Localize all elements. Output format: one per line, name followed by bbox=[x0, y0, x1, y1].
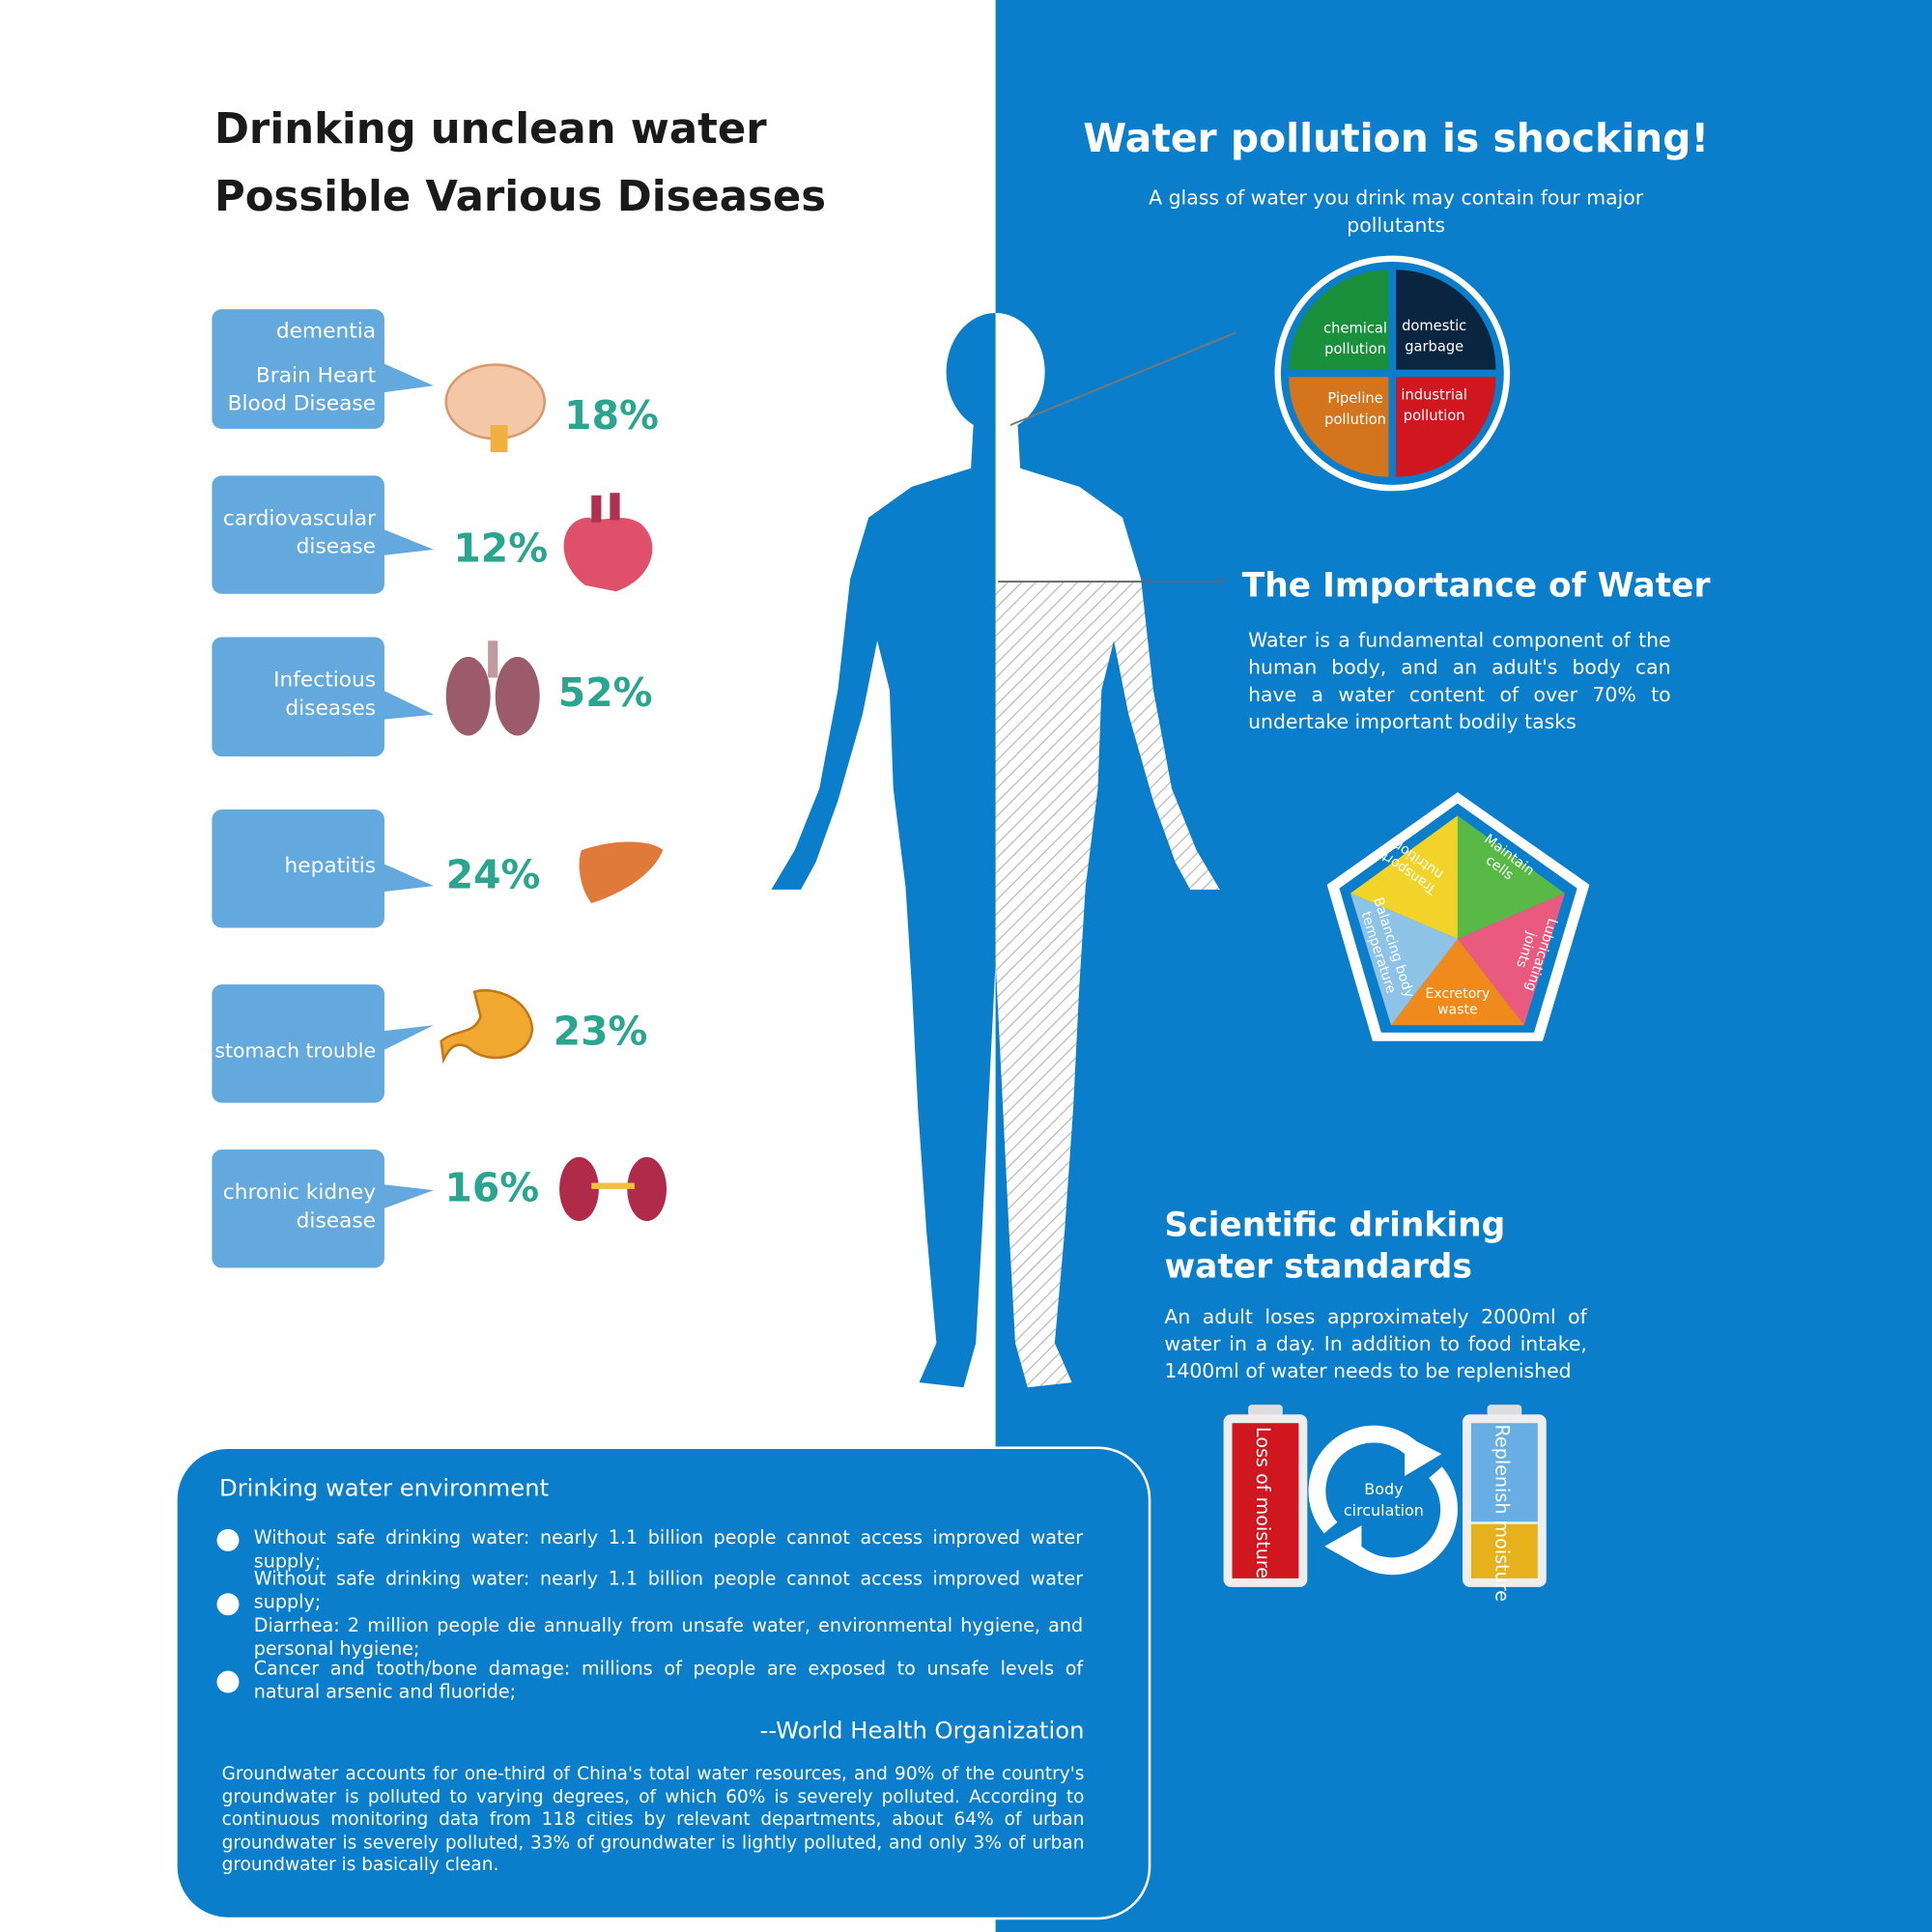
disease-percent: 24% bbox=[445, 851, 541, 898]
attribution: --World Health Organization bbox=[759, 1718, 1085, 1746]
disease-label: Infectious diseases bbox=[273, 668, 377, 722]
environment-title: Drinking water environment bbox=[219, 1474, 550, 1502]
pollutant-pie bbox=[1274, 255, 1511, 492]
pollution-title: Water pollution is shocking! bbox=[1083, 114, 1710, 162]
function-label: Excretory waste bbox=[1425, 985, 1491, 1018]
disease-label: cardiovascular disease bbox=[222, 506, 377, 560]
importance-title: The Importance of Water bbox=[1241, 566, 1711, 606]
battery-label: Loss of moisture bbox=[1251, 1427, 1274, 1579]
disease-percent: 12% bbox=[453, 525, 549, 572]
organ-icons bbox=[440, 363, 668, 1222]
disease-label: chronic kidney disease bbox=[222, 1179, 377, 1234]
pollutant-label: domestic garbage bbox=[1402, 316, 1467, 355]
bullet: Without safe drinking water: nearly 1.1 … bbox=[253, 1526, 1084, 1573]
bullet-dots bbox=[216, 1528, 240, 1693]
importance-text: Water is a fundamental component of the … bbox=[1248, 628, 1671, 733]
disease-label: dementia bbox=[275, 319, 377, 344]
pollutant-label: industrial pollution bbox=[1401, 385, 1467, 424]
disease-percent: 52% bbox=[557, 668, 653, 717]
title-line: Drinking unclean water bbox=[213, 104, 767, 155]
standards-text: An adult loses approximately 2000ml of w… bbox=[1164, 1304, 1587, 1383]
bullet: Cancer and tooth/bone damage: millions o… bbox=[253, 1657, 1084, 1703]
bullet-line: Without safe drinking water: nearly 1.1 … bbox=[253, 1567, 1084, 1613]
disease-label: hepatitis bbox=[284, 853, 377, 879]
pollutant-label: Pipeline pollution bbox=[1324, 389, 1386, 428]
circulation-label: Body circulation bbox=[1343, 1479, 1424, 1520]
bullet: Without safe drinking water: nearly 1.1 … bbox=[254, 1567, 1083, 1661]
environment-paragraph: Groundwater accounts for one-third of Ch… bbox=[221, 1764, 1085, 1876]
battery-label: Replenish moisture bbox=[1491, 1424, 1514, 1603]
disease-percent: 23% bbox=[553, 1008, 648, 1055]
title-line: Possible Various Diseases bbox=[213, 172, 827, 222]
disease-label: stomach trouble bbox=[214, 1038, 377, 1063]
disease-label: Brain Heart Blood Disease bbox=[227, 363, 377, 417]
disease-percent: 18% bbox=[564, 391, 659, 440]
disease-percent: 16% bbox=[444, 1164, 540, 1211]
standards-title: Scientific drinking water standards bbox=[1164, 1206, 1506, 1287]
left-title: Drinking unclean water Possible Various … bbox=[214, 96, 826, 231]
function-pentagon bbox=[1326, 792, 1590, 1041]
bullet-line: Diarrhea: 2 million people die annually … bbox=[253, 1613, 1084, 1661]
pollutant-label: chemical pollution bbox=[1323, 319, 1388, 357]
disease-boxes bbox=[212, 309, 434, 1268]
pointer-line bbox=[1009, 331, 1236, 426]
environment-box bbox=[175, 1446, 1151, 1920]
batteries bbox=[1223, 1405, 1547, 1587]
pollution-subtitle: A glass of water you drink may contain f… bbox=[1149, 185, 1644, 237]
